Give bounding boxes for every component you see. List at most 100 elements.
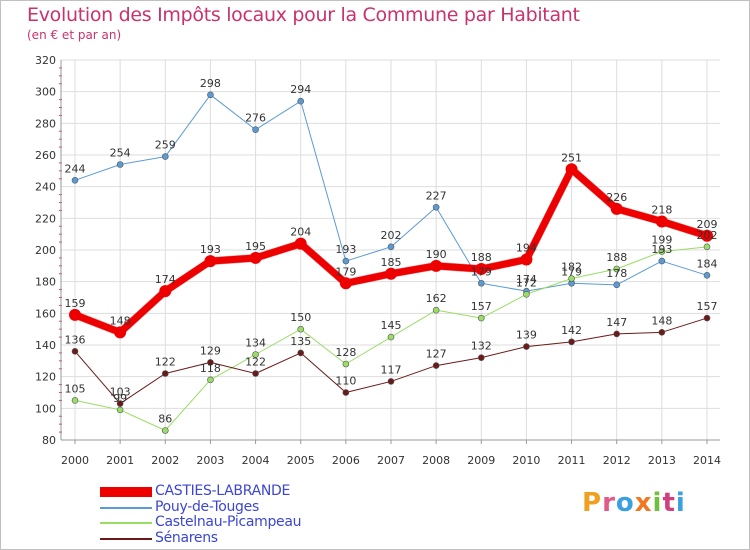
data-label: 105: [65, 382, 86, 395]
logo-letter: i: [652, 488, 663, 518]
data-label: 199: [651, 234, 672, 247]
data-point: [116, 400, 124, 407]
data-point: [658, 248, 666, 255]
x-tick-label: 2006: [332, 454, 360, 467]
data-point: [71, 348, 79, 355]
y-tick-label: 160: [35, 307, 56, 320]
logo-letter: P: [582, 488, 603, 518]
chart-title: Evolution des Impôts locaux pour la Comm…: [27, 4, 580, 26]
legend-swatch: [100, 487, 152, 497]
data-label: 103: [110, 386, 131, 399]
data-point: [116, 161, 124, 168]
data-point: [613, 265, 621, 273]
data-point: [297, 97, 305, 105]
data-point: [342, 257, 350, 265]
x-tick-label: 2003: [196, 454, 224, 467]
data-point: [207, 91, 214, 99]
x-tick-label: 2010: [512, 454, 540, 467]
legend-swatch: [100, 522, 152, 524]
data-label: 194: [516, 242, 537, 255]
data-label: 142: [561, 324, 582, 337]
data-label: 132: [471, 340, 492, 353]
data-label: 185: [381, 256, 402, 269]
x-tick-label: 2004: [242, 454, 270, 467]
y-tick-label: 280: [35, 117, 56, 130]
legend-label: Sénarens: [155, 529, 218, 546]
legend-swatch: [100, 506, 152, 509]
legend-label: Castelnau-Picampeau: [155, 514, 302, 530]
data-label: 86: [158, 413, 172, 426]
data-point: [71, 397, 79, 404]
data-point: [249, 251, 262, 264]
data-point: [387, 243, 395, 251]
y-tick-label: 100: [35, 402, 56, 415]
data-label: 148: [110, 314, 131, 327]
data-label: 276: [245, 112, 266, 125]
y-tick-label: 120: [35, 371, 56, 384]
data-label: 226: [606, 191, 627, 204]
data-label: 136: [65, 333, 86, 346]
data-label: 148: [651, 314, 672, 327]
data-point: [658, 257, 666, 265]
data-point: [71, 177, 79, 184]
x-tick-label: 2007: [377, 454, 405, 467]
data-point: [610, 202, 623, 215]
x-tick-label: 2005: [287, 454, 315, 467]
data-point: [432, 203, 440, 211]
data-label: 193: [200, 243, 221, 256]
data-point: [658, 329, 666, 336]
data-point: [565, 163, 578, 176]
chart-subtitle: (en € et par an): [27, 28, 122, 42]
x-tick-label: 2011: [558, 454, 586, 467]
logo-letter: r: [602, 488, 616, 518]
data-point: [703, 314, 711, 322]
data-label: 209: [697, 218, 718, 231]
data-label: 122: [155, 356, 176, 369]
data-point: [568, 338, 575, 346]
data-label: 147: [606, 316, 627, 329]
x-tick-label: 2012: [603, 454, 631, 467]
chart-grid: [61, 59, 720, 441]
data-point: [159, 285, 172, 298]
data-point: [655, 215, 668, 228]
data-label: 298: [200, 77, 221, 90]
x-tick-label: 2008: [422, 454, 450, 467]
data-point: [477, 314, 485, 322]
data-labels: 159 148 174 193 195 204 179 185 190 188 194 251 226 2…: [65, 77, 718, 426]
data-label: 184: [697, 257, 718, 270]
data-point: [297, 349, 305, 357]
data-label: 122: [245, 356, 266, 369]
x-tick-label: 2009: [467, 454, 495, 467]
data-point: [207, 376, 214, 384]
data-label: 188: [471, 251, 492, 264]
data-label: 129: [200, 344, 221, 357]
data-point: [477, 279, 485, 287]
data-label: 150: [290, 311, 311, 324]
data-label: 174: [155, 273, 176, 286]
data-point: [116, 406, 124, 414]
data-point: [387, 333, 395, 341]
x-tick-label: 2001: [106, 454, 134, 467]
data-point: [385, 267, 397, 280]
data-label: 190: [426, 248, 447, 261]
data-label: 157: [471, 300, 492, 313]
y-tick-label: 320: [35, 54, 56, 67]
data-label: 99: [113, 392, 127, 405]
data-point: [339, 277, 352, 290]
data-point: [523, 291, 530, 298]
data-label: 127: [426, 348, 447, 361]
logo-letter: x: [634, 488, 653, 518]
x-tick-label: 2002: [151, 454, 179, 467]
y-tick-label: 80: [42, 434, 56, 447]
y-tick-label: 140: [35, 339, 56, 352]
data-label: 204: [290, 226, 311, 239]
data-point: [161, 427, 169, 434]
data-label: 193: [651, 243, 672, 256]
data-point: [387, 378, 395, 385]
data-label: 251: [561, 151, 582, 164]
data-point: [252, 351, 259, 358]
data-label: 135: [290, 335, 311, 348]
data-label: 159: [65, 297, 86, 310]
data-label: 174: [516, 273, 537, 286]
